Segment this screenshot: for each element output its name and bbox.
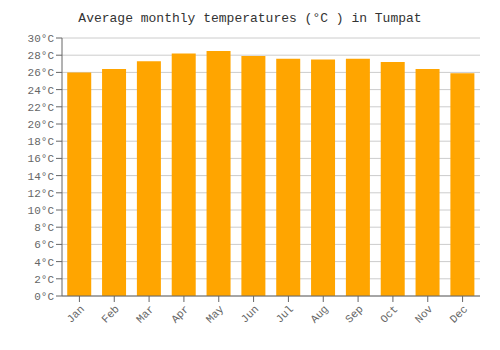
svg-text:28°C: 28°C [28, 50, 55, 62]
svg-text:20°C: 20°C [28, 119, 55, 131]
svg-text:Mar: Mar [134, 303, 156, 325]
svg-text:Dec: Dec [448, 303, 470, 325]
svg-text:4°C: 4°C [34, 257, 54, 269]
svg-text:14°C: 14°C [28, 171, 55, 183]
svg-text:Feb: Feb [99, 303, 121, 325]
svg-text:18°C: 18°C [28, 136, 55, 148]
svg-text:Nov: Nov [413, 303, 436, 326]
svg-text:6°C: 6°C [34, 239, 54, 251]
svg-text:22°C: 22°C [28, 102, 55, 114]
svg-text:Sep: Sep [343, 303, 365, 325]
svg-text:24°C: 24°C [28, 85, 55, 97]
svg-text:8°C: 8°C [34, 222, 54, 234]
svg-text:2°C: 2°C [34, 274, 54, 286]
svg-text:16°C: 16°C [28, 153, 55, 165]
svg-text:30°C: 30°C [28, 33, 55, 45]
svg-text:26°C: 26°C [28, 67, 55, 79]
svg-text:Apr: Apr [169, 303, 191, 325]
svg-text:May: May [204, 303, 227, 326]
svg-text:Jul: Jul [274, 303, 296, 325]
svg-text:0°C: 0°C [34, 291, 54, 303]
svg-text:10°C: 10°C [28, 205, 55, 217]
svg-text:Aug: Aug [308, 303, 330, 325]
svg-text:Jun: Jun [239, 303, 261, 325]
svg-text:12°C: 12°C [28, 188, 55, 200]
svg-text:Oct: Oct [378, 303, 400, 325]
svg-text:Jan: Jan [65, 303, 87, 325]
html-text:Average monthly temperatures (: Average monthly temperatures (°C ) in Tu… [78, 11, 422, 26]
